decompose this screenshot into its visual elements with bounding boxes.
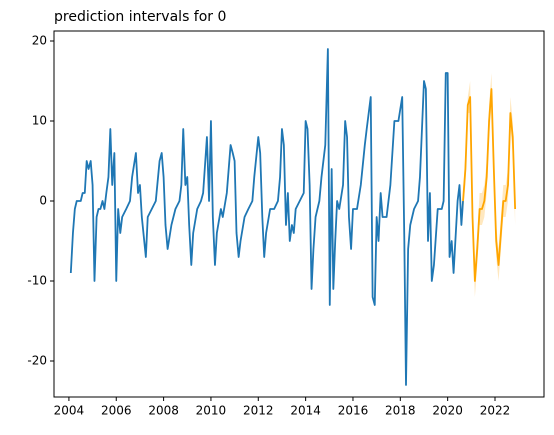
- x-tick-label: 2018: [385, 404, 416, 418]
- series-line: [69, 48, 464, 386]
- y-tick-label: 0: [39, 194, 47, 208]
- chart-title: prediction intervals for 0: [54, 9, 226, 25]
- x-tick-label: 2008: [148, 404, 179, 418]
- x-tick-label: 2020: [432, 404, 463, 418]
- y-tick-label: 20: [32, 34, 47, 48]
- x-tick-label: 2016: [338, 404, 369, 418]
- x-tick-label: 2006: [101, 404, 132, 418]
- y-tick-label: 10: [32, 114, 47, 128]
- series-line: [462, 88, 517, 282]
- x-tick-label: 2012: [243, 404, 274, 418]
- x-tick-label: 2022: [480, 404, 511, 418]
- x-tick-label: 2014: [290, 404, 321, 418]
- plot-frame: [53, 30, 545, 398]
- y-tick-label: -10: [27, 274, 47, 288]
- x-tick-label: 2004: [54, 404, 85, 418]
- y-tick-label: -20: [27, 354, 47, 368]
- x-tick-label: 2010: [196, 404, 227, 418]
